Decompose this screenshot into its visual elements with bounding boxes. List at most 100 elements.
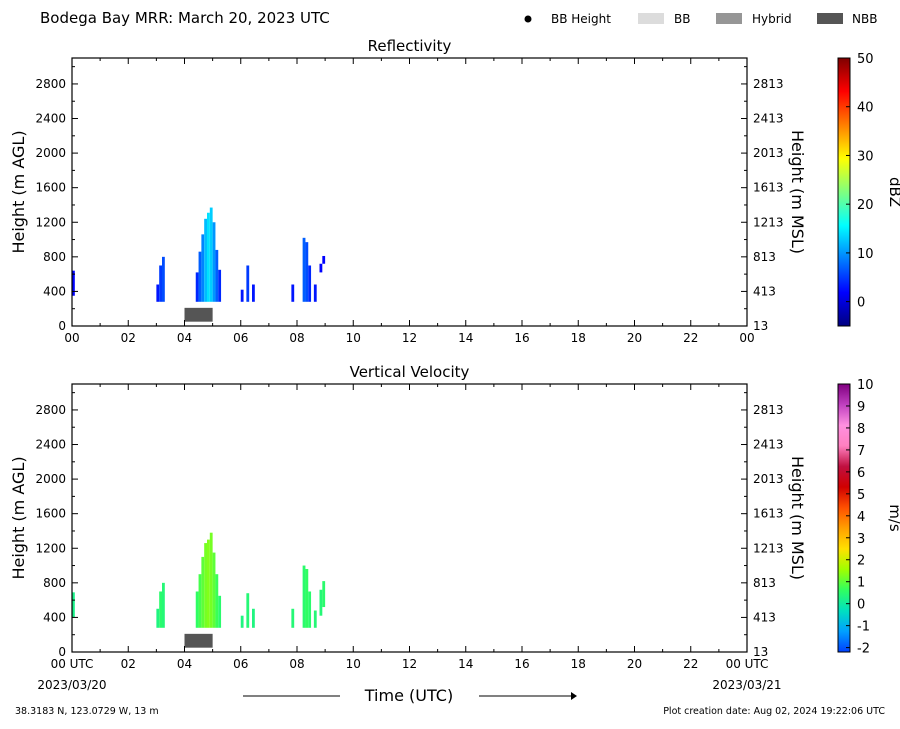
- data-column: [212, 552, 216, 628]
- y-tick-label-right: 2013: [753, 472, 784, 486]
- data-column: [72, 270, 75, 296]
- data-column: [218, 269, 222, 302]
- y-tick-label-right: 813: [753, 250, 776, 264]
- location-text: 38.3183 N, 123.0729 W, 13 m: [15, 706, 159, 717]
- data-column: [215, 574, 219, 628]
- legend-label: BB Height: [551, 12, 611, 26]
- colorbar-tick-label: 3: [857, 532, 865, 547]
- legend: BB Height BB Hybrid NBB: [524, 12, 877, 26]
- data-column: [246, 265, 250, 302]
- y-tick-label: 2400: [35, 112, 66, 126]
- data-column: [246, 593, 250, 628]
- y-tick-label: 1600: [35, 181, 66, 195]
- colorbar-tick-label: -1: [857, 620, 870, 635]
- x-tick-label: 02: [121, 657, 136, 671]
- x-tick-label: 18: [571, 331, 586, 345]
- colorbar: [838, 58, 850, 326]
- data-column: [195, 272, 199, 302]
- data-column: [308, 265, 312, 302]
- y-tick-label: 800: [43, 250, 66, 264]
- y-tick-label-right: 813: [753, 576, 776, 590]
- colorbar-tick-label: 1: [857, 576, 865, 591]
- y-tick-label-right: 13: [753, 319, 768, 333]
- data-column: [159, 591, 162, 628]
- data-column: [201, 556, 205, 628]
- x-tick-label: 20: [627, 331, 642, 345]
- x-date-end: 2023/03/21: [712, 678, 781, 692]
- colorbar-frame: [837, 57, 851, 327]
- y-tick-label-right: 2413: [753, 112, 784, 126]
- colorbar-tick-label: 8: [857, 422, 865, 437]
- y-axis-title: Height (m AGL): [9, 130, 28, 253]
- y-tick-label: 800: [43, 576, 66, 590]
- colorbar-tick-label: 2: [857, 554, 865, 569]
- y-tick-label-right: 413: [753, 284, 776, 298]
- y-tick-label-right: 1213: [753, 215, 784, 229]
- y-tick-label-right: 1613: [753, 181, 784, 195]
- x-tick-label: 10: [346, 657, 361, 671]
- y-tick-label-right: 1213: [753, 541, 784, 555]
- x-tick-label: 08: [289, 331, 304, 345]
- x-tick-label: 16: [514, 657, 529, 671]
- panel-title: Reflectivity: [368, 37, 452, 55]
- y-tick-label: 2000: [35, 472, 66, 486]
- y-tick-label-right: 13: [753, 645, 768, 659]
- y-tick-label: 1600: [35, 507, 66, 521]
- x-tick-label: 00 UTC: [51, 657, 94, 671]
- y-tick-label: 2000: [35, 146, 66, 160]
- y-tick-label-right: 2413: [753, 438, 784, 452]
- x-tick-label: 14: [458, 657, 473, 671]
- colorbar-tick-label: 10: [857, 378, 874, 393]
- data-column: [302, 565, 306, 628]
- x-tick-label: 06: [233, 657, 248, 671]
- data-column: [240, 289, 244, 302]
- x-tick-label: 20: [627, 657, 642, 671]
- data-column: [195, 591, 199, 628]
- colorbar-tick-label: 50: [857, 52, 874, 67]
- x-tick-label: 10: [346, 331, 361, 345]
- data-column: [162, 582, 165, 628]
- x-tick-label: 12: [402, 657, 417, 671]
- data-column: [204, 543, 207, 628]
- legend-marker: [524, 15, 532, 23]
- y-tick-label: 2800: [35, 77, 66, 91]
- x-tick-label: 00: [739, 331, 754, 345]
- nbb-bar: [184, 307, 213, 322]
- colorbar-tick-label: 0: [857, 296, 865, 311]
- data-column: [308, 591, 312, 628]
- y-tick-label: 2800: [35, 403, 66, 417]
- data-column: [305, 569, 309, 628]
- colorbar-label: dBZ: [886, 177, 900, 207]
- y-tick-label-right: 2813: [753, 403, 784, 417]
- legend-label: Hybrid: [752, 12, 792, 26]
- data-column: [319, 263, 323, 273]
- colorbar-tick-label: -2: [857, 642, 870, 657]
- y-tick-label: 0: [58, 319, 66, 333]
- data-column: [198, 251, 202, 302]
- legend-swatch: [716, 13, 742, 24]
- data-column: [207, 212, 210, 302]
- x-tick-label: 02: [121, 331, 136, 345]
- data-column: [209, 207, 213, 302]
- x-tick-label: 06: [233, 331, 248, 345]
- y-tick-label-right: 2013: [753, 146, 784, 160]
- y-tick-label: 0: [58, 645, 66, 659]
- colorbar-tick-label: 5: [857, 488, 865, 503]
- data-column: [291, 284, 295, 302]
- y-tick-label-right: 1613: [753, 507, 784, 521]
- plot-area: [72, 58, 747, 326]
- y-tick-label: 1200: [35, 215, 66, 229]
- y-tick-label: 400: [43, 284, 66, 298]
- plot-area: [72, 384, 747, 652]
- x-tick-label: 04: [177, 657, 192, 671]
- x-axis-title-group: Time (UTC): [243, 686, 577, 705]
- data-column: [212, 222, 216, 302]
- data-column: [240, 615, 244, 628]
- colorbar-tick-label: 6: [857, 466, 865, 481]
- data-column: [204, 218, 207, 302]
- x-tick-label: 22: [683, 331, 698, 345]
